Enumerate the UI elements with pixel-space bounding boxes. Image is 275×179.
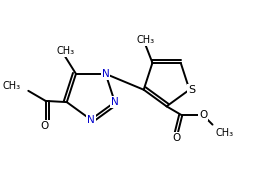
Text: O: O	[172, 133, 181, 143]
Text: CH₃: CH₃	[56, 46, 74, 56]
Text: N: N	[87, 115, 95, 125]
Text: CH₃: CH₃	[137, 35, 155, 45]
Text: O: O	[199, 110, 207, 120]
Text: CH₃: CH₃	[2, 81, 21, 91]
Text: CH₃: CH₃	[215, 127, 233, 137]
Text: N: N	[111, 97, 119, 107]
Text: N: N	[102, 69, 109, 79]
Text: S: S	[188, 85, 195, 95]
Text: O: O	[40, 121, 49, 131]
